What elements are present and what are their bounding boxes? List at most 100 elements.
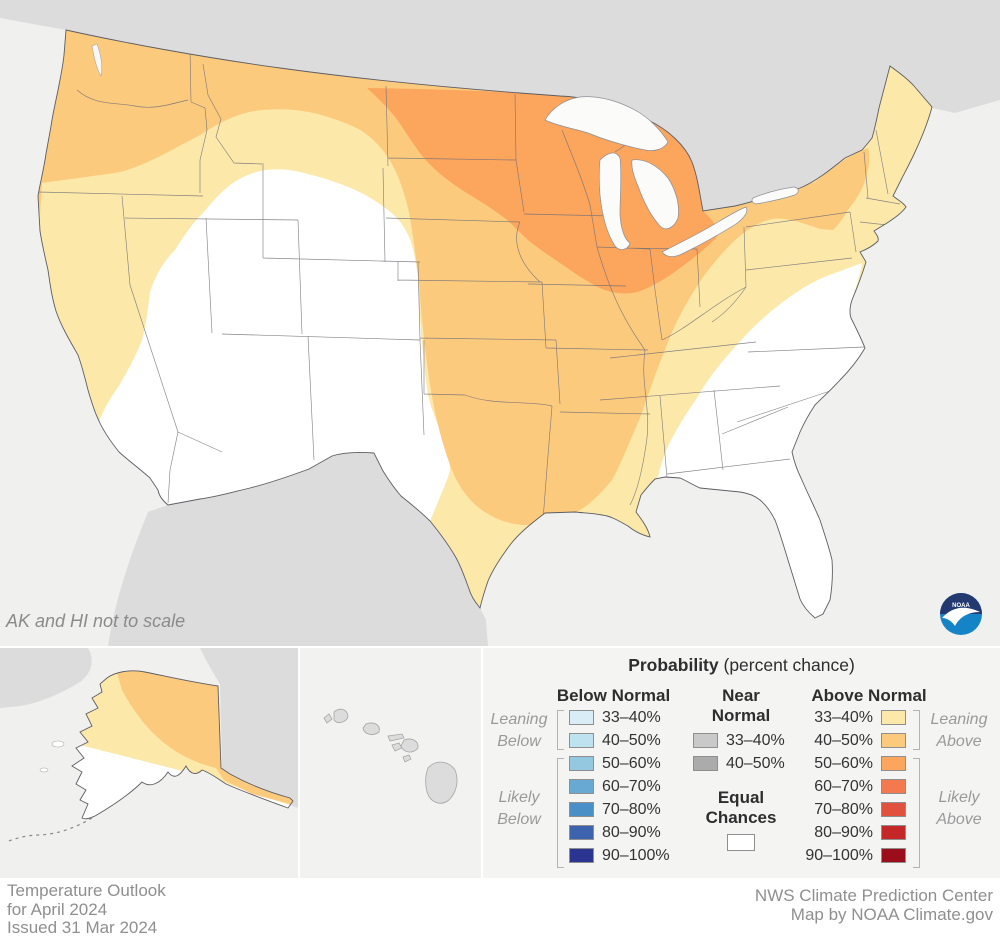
below-normal-header: Below Normal (556, 686, 671, 705)
noaa-logo: NOAA (940, 593, 982, 635)
island-hawaii-big (425, 761, 458, 804)
legend-row: 40–50% (773, 729, 906, 752)
near-normal-rows: 33–40% 40–50% (693, 729, 785, 775)
equal-chances-line1: Equal (717, 788, 765, 807)
legend-swatch (569, 710, 594, 725)
likely-below-line1: Likely (498, 789, 540, 806)
mexico-landmass (108, 452, 488, 646)
legend-range-label: 70–80% (602, 800, 661, 818)
legend-range-label: 50–60% (814, 754, 873, 772)
conus-map: NOAA (0, 0, 1000, 646)
footer-right-text: NWS Climate Prediction Center Map by NOA… (755, 886, 993, 924)
likely-above-line1: Likely (938, 789, 980, 806)
legend-row: 80–90% (569, 821, 670, 844)
legend-row: 70–80% (569, 798, 670, 821)
vancouver-island (28, 5, 70, 21)
legend-row: 90–100% (773, 844, 906, 867)
noaa-logo-text: NOAA (952, 603, 970, 609)
legend-swatch (693, 756, 718, 771)
leaning-below-label: Leaning Below (485, 709, 553, 753)
legend-row: 60–70% (569, 775, 670, 798)
footer-period-line: for April 2024 (7, 899, 108, 919)
legend-range-label: 50–60% (602, 754, 661, 772)
legend-range-label: 40–50% (814, 731, 873, 749)
great-lakes (544, 96, 799, 257)
equal-chances-line2: Chances (705, 808, 777, 827)
russia-landmass (0, 648, 92, 708)
footer-credit-line: Map by NOAA Climate.gov (790, 905, 993, 924)
legend-range-label: 90–100% (602, 846, 670, 864)
likely-above-line2: Above (936, 811, 982, 828)
footer-issued-line: Issued 31 Mar 2024 (7, 918, 158, 937)
canada-landmass (0, 0, 1000, 211)
lake-erie (661, 206, 748, 257)
footer-title-line: Temperature Outlook (7, 881, 166, 900)
leaning-above-label: Leaning Above (923, 709, 995, 753)
hawaii-ocean (300, 648, 481, 878)
legend-row: 60–70% (773, 775, 906, 798)
legend-row: 40–50% (569, 729, 670, 752)
legend-row: 50–60% (569, 752, 670, 775)
lake-ontario (751, 186, 799, 205)
legend-range-label: 33–40% (814, 708, 873, 726)
legend-range-label: 33–40% (602, 708, 661, 726)
legend-row: 33–40% (693, 729, 785, 752)
footer-source-line: NWS Climate Prediction Center (754, 886, 993, 905)
island-molokai (387, 733, 405, 742)
legend-range-label: 60–70% (814, 777, 873, 795)
lake-michigan (598, 152, 631, 250)
aleutian-islands (5, 817, 93, 843)
state-borders (38, 47, 901, 521)
legend-row: 40–50% (693, 752, 785, 775)
conus-map-area: NOAA AK and HI not to scale (0, 0, 1000, 646)
likely-below-bracket (557, 758, 564, 868)
legend-row: 33–40% (569, 706, 670, 729)
legend-swatch (569, 848, 594, 863)
conus-probability-regions (38, 30, 932, 618)
conus-outline (37, 29, 933, 619)
legend-swatch (881, 825, 906, 840)
near-normal-header-line1: Near (722, 686, 760, 705)
legend-swatch (693, 733, 718, 748)
alaska-map (0, 648, 298, 878)
above-normal-header: Above Normal (811, 686, 927, 705)
lake-huron (631, 159, 679, 230)
likely-above-bracket (913, 758, 920, 868)
footer: Temperature Outlook for April 2024 Issue… (0, 880, 1000, 938)
legend-row: 70–80% (773, 798, 906, 821)
leaning-below-bracket (557, 710, 564, 750)
island-kauai (333, 708, 349, 723)
legend-row: 33–40% (773, 706, 906, 729)
near-normal-header: Near Normal (671, 686, 811, 726)
legend-range-label: 33–40% (726, 731, 785, 749)
legend-swatch (569, 802, 594, 817)
equal-chances-label: Equal Chances (671, 788, 811, 828)
noaa-logo-top (940, 593, 982, 614)
equal-chances-swatch (727, 834, 755, 851)
legend-swatch (569, 756, 594, 771)
leaning-below-line1: Leaning (490, 711, 548, 728)
legend-range-label: 60–70% (602, 777, 661, 795)
legend-title-suffix: (percent chance) (718, 655, 855, 675)
legend-range-label: 80–90% (602, 823, 661, 841)
legend-swatch (881, 779, 906, 794)
island-maui (400, 738, 419, 753)
leaning-above-line2: Above (936, 733, 982, 750)
legend-range-label: 80–90% (814, 823, 873, 841)
legend-swatch (881, 848, 906, 863)
legend-swatch (569, 779, 594, 794)
nunivak-island (39, 767, 49, 773)
legend-row: 80–90% (773, 821, 906, 844)
above-normal-rows: 33–40% 40–50% 50–60% 60–70% 70–80% 80–90% 90–1… (773, 706, 906, 867)
likely-above-label: Likely Above (923, 787, 995, 831)
leaning-above-bracket (913, 710, 920, 750)
legend-swatch (881, 756, 906, 771)
footer-left-text: Temperature Outlook for April 2024 Issue… (7, 881, 166, 938)
alaska-inset (0, 648, 298, 878)
canada-yukon-landmass (200, 648, 298, 808)
legend-panel: Probability (percent chance) Below Norma… (483, 648, 1000, 878)
legend-row: 50–60% (773, 752, 906, 775)
lake-superior (544, 96, 669, 151)
region-equal-chances-west (99, 169, 450, 521)
